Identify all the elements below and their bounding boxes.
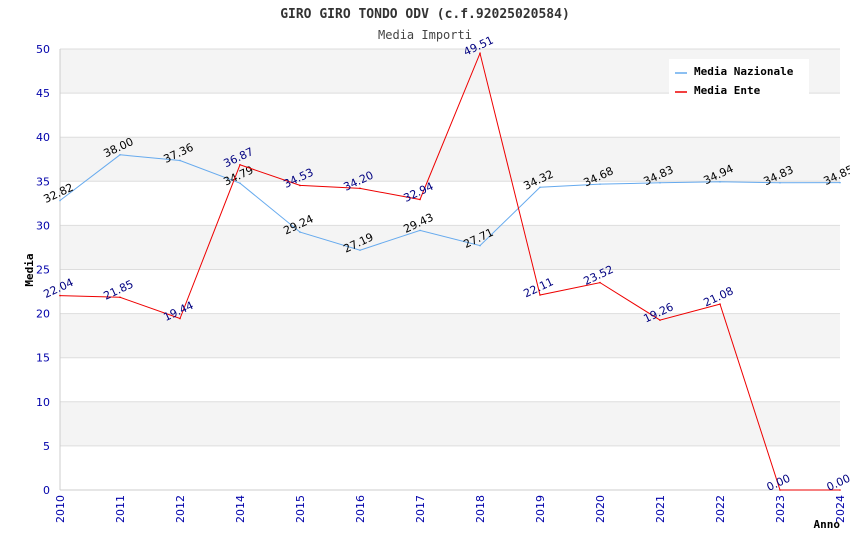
y-tick-label: 15 xyxy=(36,352,50,365)
data-point xyxy=(479,244,481,247)
grid-band xyxy=(60,357,840,402)
y-tick-label: 0 xyxy=(43,484,50,497)
data-point xyxy=(599,281,601,284)
data-point xyxy=(59,199,61,202)
legend-label-media-nazionale: Media Nazionale xyxy=(694,65,794,78)
legend-box xyxy=(669,59,809,99)
grid-band xyxy=(60,445,840,490)
x-tick-label: 2016 xyxy=(354,495,367,523)
data-point xyxy=(239,164,241,166)
data-point xyxy=(359,249,361,251)
data-point xyxy=(479,52,481,55)
grid-band xyxy=(60,93,840,138)
grid-band xyxy=(60,401,840,446)
data-point xyxy=(779,181,781,184)
y-tick-label: 10 xyxy=(36,396,50,409)
series-line-media-nazionale xyxy=(59,154,841,251)
x-tick-label: 2012 xyxy=(174,495,187,523)
data-point xyxy=(539,186,541,189)
grid-band xyxy=(60,225,840,270)
x-tick-label: 2022 xyxy=(714,495,727,523)
y-tick-label: 40 xyxy=(36,131,50,144)
data-point xyxy=(299,231,301,233)
x-tick-label: 2010 xyxy=(54,495,67,523)
data-point xyxy=(179,159,181,162)
y-tick-label: 25 xyxy=(36,264,50,277)
data-point xyxy=(719,181,721,183)
grid-band xyxy=(60,313,840,358)
x-tick-label: 2024 xyxy=(834,495,847,523)
grid-band xyxy=(60,137,840,182)
x-tick-label: 2020 xyxy=(594,495,607,523)
y-tick-label: 45 xyxy=(36,87,50,100)
grid-band xyxy=(60,181,840,226)
x-tick-label: 2015 xyxy=(294,495,307,523)
data-point xyxy=(599,183,601,185)
y-tick-label: 50 xyxy=(36,43,50,56)
data-point xyxy=(659,181,661,184)
data-point xyxy=(419,198,421,201)
data-point xyxy=(839,181,841,184)
x-tick-label: 2023 xyxy=(774,495,787,523)
y-tick-label: 30 xyxy=(36,219,50,232)
legend-label-media-ente: Media Ente xyxy=(694,84,761,97)
legend: Media Nazionale Media Ente xyxy=(669,59,809,99)
x-tick-label: 2014 xyxy=(234,495,247,523)
data-point xyxy=(779,489,781,491)
data-point xyxy=(719,303,721,305)
plot-area: 0 5 10 15 20 25 30 35 40 45 50 2010 2011 2012 2014 2015… xyxy=(36,34,850,523)
data-point xyxy=(539,294,541,296)
y-tick-label: 5 xyxy=(43,440,50,453)
series-line-media-ente xyxy=(59,51,840,491)
data-point xyxy=(359,187,361,190)
data-point xyxy=(299,184,301,187)
data-point xyxy=(659,319,661,321)
data-point xyxy=(419,229,421,232)
data-point xyxy=(239,182,241,184)
y-tick-label: 35 xyxy=(36,175,50,188)
data-point xyxy=(119,296,121,299)
x-tick-label: 2019 xyxy=(534,495,547,523)
x-axis-label: Anno xyxy=(814,518,841,531)
data-point xyxy=(119,154,121,156)
data-point xyxy=(179,317,181,320)
data-point xyxy=(839,489,841,491)
chart-subtitle: Media Importi xyxy=(378,28,472,42)
data-point xyxy=(59,294,61,297)
x-tick-label: 2018 xyxy=(474,495,487,523)
chart-title: GIRO GIRO TONDO ODV (c.f.92025020584) xyxy=(280,7,570,22)
x-tick-label: 2021 xyxy=(654,495,667,523)
x-tick-label: 2011 xyxy=(114,495,127,523)
x-tick-label: 2017 xyxy=(414,495,427,523)
y-tick-label: 20 xyxy=(36,308,50,321)
y-axis-label: Media xyxy=(23,253,36,286)
